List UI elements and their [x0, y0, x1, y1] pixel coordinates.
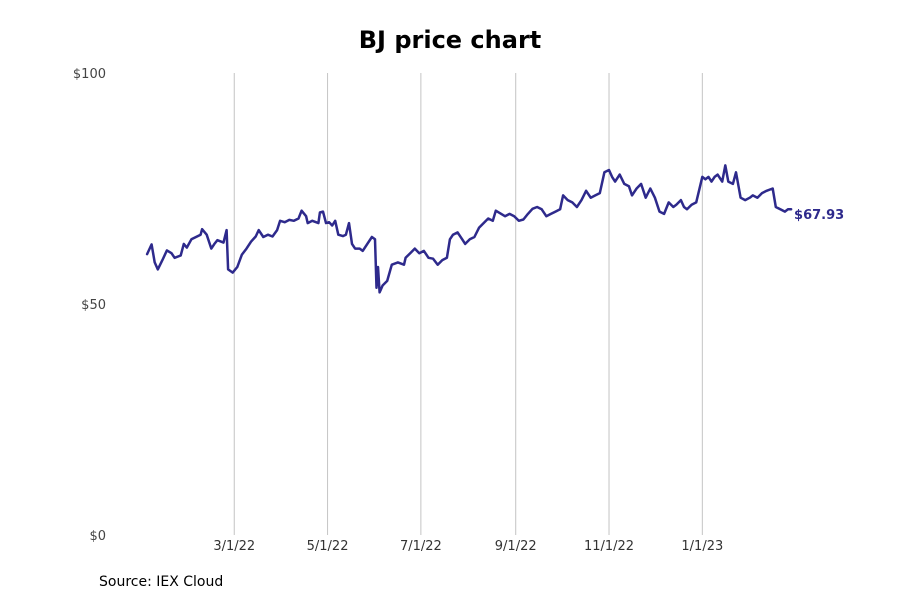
x-tick-label: 3/1/22: [213, 539, 255, 554]
x-tick-label: 9/1/22: [495, 539, 537, 554]
x-tick-label: 7/1/22: [400, 539, 442, 554]
price-line: [145, 164, 793, 294]
y-tick-label: $100: [73, 67, 106, 82]
chart-source: Source: IEX Cloud: [99, 574, 224, 590]
y-tick-label: $0: [89, 529, 106, 544]
chart-title: BJ price chart: [358, 26, 542, 54]
last-price-label: $67.93: [794, 208, 844, 223]
x-tick-label: 5/1/22: [307, 539, 349, 554]
y-tick-label: $50: [81, 298, 106, 313]
x-tick-label: 1/1/23: [681, 539, 723, 554]
x-tick-label: 11/1/22: [584, 539, 634, 554]
